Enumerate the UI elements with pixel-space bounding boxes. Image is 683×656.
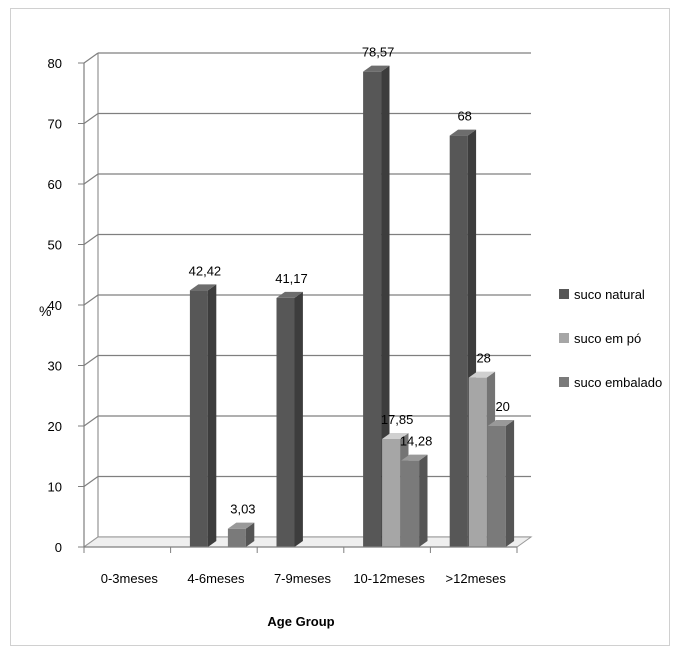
bar-top: [189, 284, 217, 291]
y-tick-label: 50: [48, 238, 62, 253]
bar-top: [449, 129, 477, 136]
y-tick-label: 0: [55, 540, 62, 555]
bar-side: [505, 420, 515, 547]
bar-side: [294, 291, 303, 547]
bar: [363, 65, 390, 548]
bar-top: [227, 522, 255, 529]
gridline-depth: [83, 476, 99, 487]
bar: [276, 291, 303, 547]
x-category-label: 0-3meses: [101, 571, 159, 586]
y-tick-label: 40: [48, 298, 62, 313]
bar-chart: 42,42 3,03 41,17 78,57 17,85 14,28 68 28 20 0 10 2…: [39, 45, 662, 629]
bar-front: [382, 439, 401, 547]
legend-item-label: suco natural: [574, 287, 645, 302]
x-category-label: 4-6meses: [187, 571, 245, 586]
legend-swatch: [559, 377, 569, 387]
bar-front: [468, 377, 487, 547]
bar: [401, 454, 428, 547]
x-category-label: >12meses: [446, 571, 507, 586]
data-label: 78,57: [362, 45, 395, 60]
bar-top: [382, 433, 409, 440]
data-label: 68: [457, 109, 471, 124]
bar-front: [449, 135, 468, 547]
x-axis-title: Age Group: [267, 614, 334, 629]
bar: [487, 420, 515, 547]
y-axis-title: %: [39, 303, 51, 319]
bar-front: [227, 528, 246, 547]
gridline-depth: [83, 113, 99, 124]
bar-side: [207, 284, 217, 547]
y-tick-label: 10: [48, 480, 62, 495]
legend-swatch: [559, 333, 569, 343]
bar: [189, 284, 217, 547]
bar-front: [487, 426, 506, 547]
bar-top: [363, 65, 390, 72]
bar: [227, 522, 255, 547]
data-label: 3,03: [230, 502, 255, 517]
chart-frame: 42,42 3,03 41,17 78,57 17,85 14,28 68 28 20 0 10 2…: [10, 8, 670, 646]
bar-front: [189, 290, 208, 547]
y-tick-label: 20: [48, 419, 62, 434]
data-label: 17,85: [381, 412, 414, 427]
data-label: 28: [476, 351, 490, 366]
bar-top: [401, 454, 428, 461]
bar-top: [276, 291, 303, 298]
data-label: 42,42: [189, 263, 222, 278]
bar-front: [363, 71, 382, 548]
gridline-depth: [83, 173, 99, 185]
bar-side: [381, 65, 390, 548]
y-tick-label: 60: [48, 177, 62, 192]
bar-side: [245, 522, 255, 547]
gridline-depth: [83, 52, 99, 64]
data-label: 41,17: [275, 271, 308, 286]
gridline-depth: [83, 355, 99, 366]
bar-front: [276, 297, 295, 547]
y-tick-label: 70: [48, 117, 62, 132]
data-label: 20: [495, 399, 509, 414]
legend-item-label: suco em pó: [574, 331, 641, 346]
bar-top: [487, 420, 515, 426]
legend-swatch: [559, 289, 569, 299]
gridline-depth: [83, 294, 99, 306]
y-tick-label: 30: [48, 359, 62, 374]
data-label: 14,28: [400, 434, 433, 449]
x-category-label: 7-9meses: [274, 571, 332, 586]
bar-side: [419, 454, 428, 547]
gridline-depth: [83, 415, 99, 427]
legend-item-label: suco embalado: [574, 375, 662, 390]
bar-top: [468, 371, 496, 378]
y-tick-label: 80: [48, 56, 62, 71]
x-category-label: 10-12meses: [353, 571, 425, 586]
bar-front: [401, 460, 420, 547]
gridline-depth: [83, 234, 99, 245]
